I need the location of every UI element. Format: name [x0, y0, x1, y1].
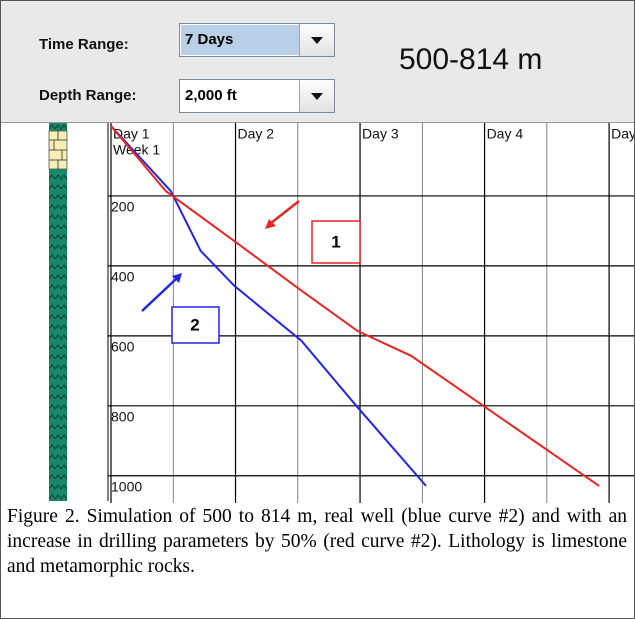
annotation-1: 1 [265, 200, 361, 264]
time-range-value: 7 Days [181, 25, 299, 55]
x-tick-label: Day 5 [611, 126, 634, 142]
y-tick-label: 1000 [111, 478, 142, 494]
y-tick-label: 600 [111, 339, 135, 355]
series-line [110, 125, 427, 487]
x-tick-label: Day 2 [238, 126, 275, 142]
y-tick-label: 400 [111, 269, 135, 285]
lithology-metamorphic [49, 123, 67, 501]
dropdown-button[interactable] [299, 24, 334, 56]
x-tick-label: Day 4 [487, 126, 524, 142]
y-tick-label: 200 [111, 199, 135, 215]
series-label: 2 [190, 315, 199, 334]
time-range-dropdown[interactable]: 7 Days [179, 23, 335, 57]
depth-range-value: 2,000 ft [185, 87, 237, 104]
series-line [110, 125, 600, 487]
y-tick-label: 800 [111, 409, 135, 425]
lithology-limestone [48, 130, 68, 170]
time-range-label: Time Range: [39, 36, 129, 53]
depth-range-label: Depth Range: [39, 87, 137, 104]
control-panel: Time Range: 7 Days Depth Range: 2,000 ft… [1, 1, 634, 123]
x-tick-label: Day 3 [362, 126, 399, 142]
annotation-2: 2 [141, 273, 220, 344]
dropdown-button[interactable] [299, 80, 334, 112]
week-label: Week 1 [113, 142, 160, 158]
series-label: 1 [331, 232, 340, 251]
figure-caption: Figure 2. Simulation of 500 to 814 m, re… [7, 506, 627, 577]
depth-range-dropdown[interactable]: 2,000 ft [179, 79, 335, 113]
chart-title: 500-814 m [399, 43, 543, 76]
